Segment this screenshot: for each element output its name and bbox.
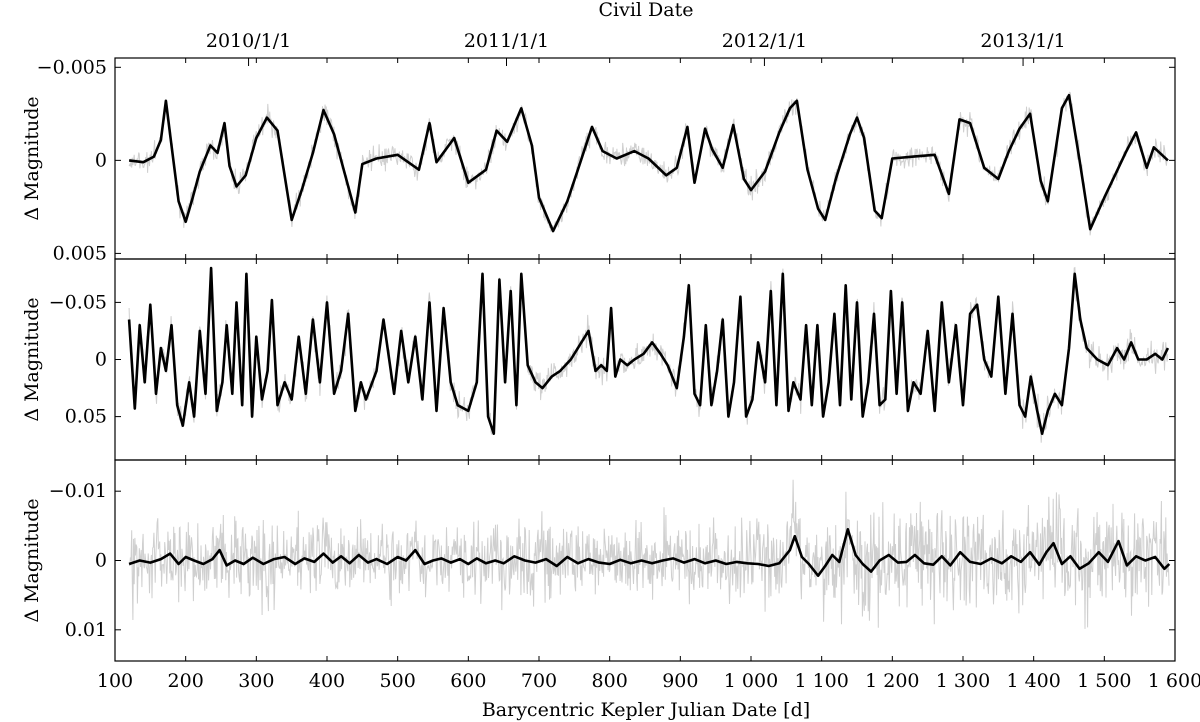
x-axis-title: Barycentric Kepler Julian Date [d] xyxy=(482,699,810,721)
y-tick-label: 0 xyxy=(95,349,107,371)
y-axis-title: Δ Magnitude xyxy=(21,498,43,622)
y-tick-label: −0.05 xyxy=(49,291,107,313)
x-tick-label: 600 xyxy=(450,670,486,692)
x-tick-label: 1 400 xyxy=(1006,670,1060,692)
y-tick-label: 0.05 xyxy=(65,406,107,428)
x-tick-label: 500 xyxy=(380,670,416,692)
x-tick-label: 1 300 xyxy=(936,670,990,692)
x-tick-label: 1 600 xyxy=(1148,670,1200,692)
x-tick-label: 700 xyxy=(521,670,557,692)
top-axis-title: Civil Date xyxy=(599,0,694,21)
panel-frame-1 xyxy=(114,57,1176,260)
civil-date-label: 2012/1/1 xyxy=(722,30,807,52)
smoothed-series-3 xyxy=(128,528,1171,577)
x-axis: 100 200 300 400 500 600 700 800 900 1 000 1 100 1 2… xyxy=(97,670,1200,692)
x-tick-label: 100 xyxy=(97,670,133,692)
y-axis-title: Δ Magnitude xyxy=(21,96,43,220)
panels: −0.005 0 0.005 Δ Magnitude −0.05 0 0.05 Δ Magni… xyxy=(21,56,1176,662)
x-tick-label: 800 xyxy=(592,670,628,692)
y-axis-title: Δ Magnitude xyxy=(21,297,43,421)
civil-date-label: 2013/1/1 xyxy=(980,30,1065,52)
y-tick-label: 0.01 xyxy=(65,619,107,641)
y-tick-label: −0.01 xyxy=(49,480,107,502)
x-tick-label: 1 200 xyxy=(865,670,919,692)
x-tick-label: 300 xyxy=(238,670,274,692)
smoothed-series-2 xyxy=(127,266,1170,435)
x-tick-label: 1 000 xyxy=(724,670,778,692)
raw-series-1 xyxy=(128,91,1169,236)
panel-2: −0.05 0 0.05 Δ Magnitude xyxy=(21,258,1176,461)
civil-date-label: 2011/1/1 xyxy=(464,30,549,52)
y-tick-label: 0 xyxy=(95,149,107,171)
raw-series-2 xyxy=(128,266,1169,443)
smoothed-series-1 xyxy=(128,93,1169,233)
panel-1: −0.005 0 0.005 Δ Magnitude xyxy=(21,56,1176,264)
raw-series-3 xyxy=(128,479,1170,629)
x-tick-label: 400 xyxy=(309,670,345,692)
civil-date-axis: 2010/1/1 2011/1/1 2012/1/1 2013/1/1 xyxy=(206,30,1066,66)
y-tick-label: 0.005 xyxy=(53,242,107,264)
y-tick-label: −0.005 xyxy=(37,56,107,78)
x-tick-label: 200 xyxy=(168,670,204,692)
x-tick-label: 900 xyxy=(662,670,698,692)
civil-date-label: 2010/1/1 xyxy=(206,30,291,52)
y-tick-label: 0 xyxy=(95,550,107,572)
panel-3: −0.01 0 0.01 Δ Magnitude xyxy=(21,459,1176,662)
x-tick-label: 1 500 xyxy=(1077,670,1131,692)
x-tick-label: 1 100 xyxy=(794,670,848,692)
